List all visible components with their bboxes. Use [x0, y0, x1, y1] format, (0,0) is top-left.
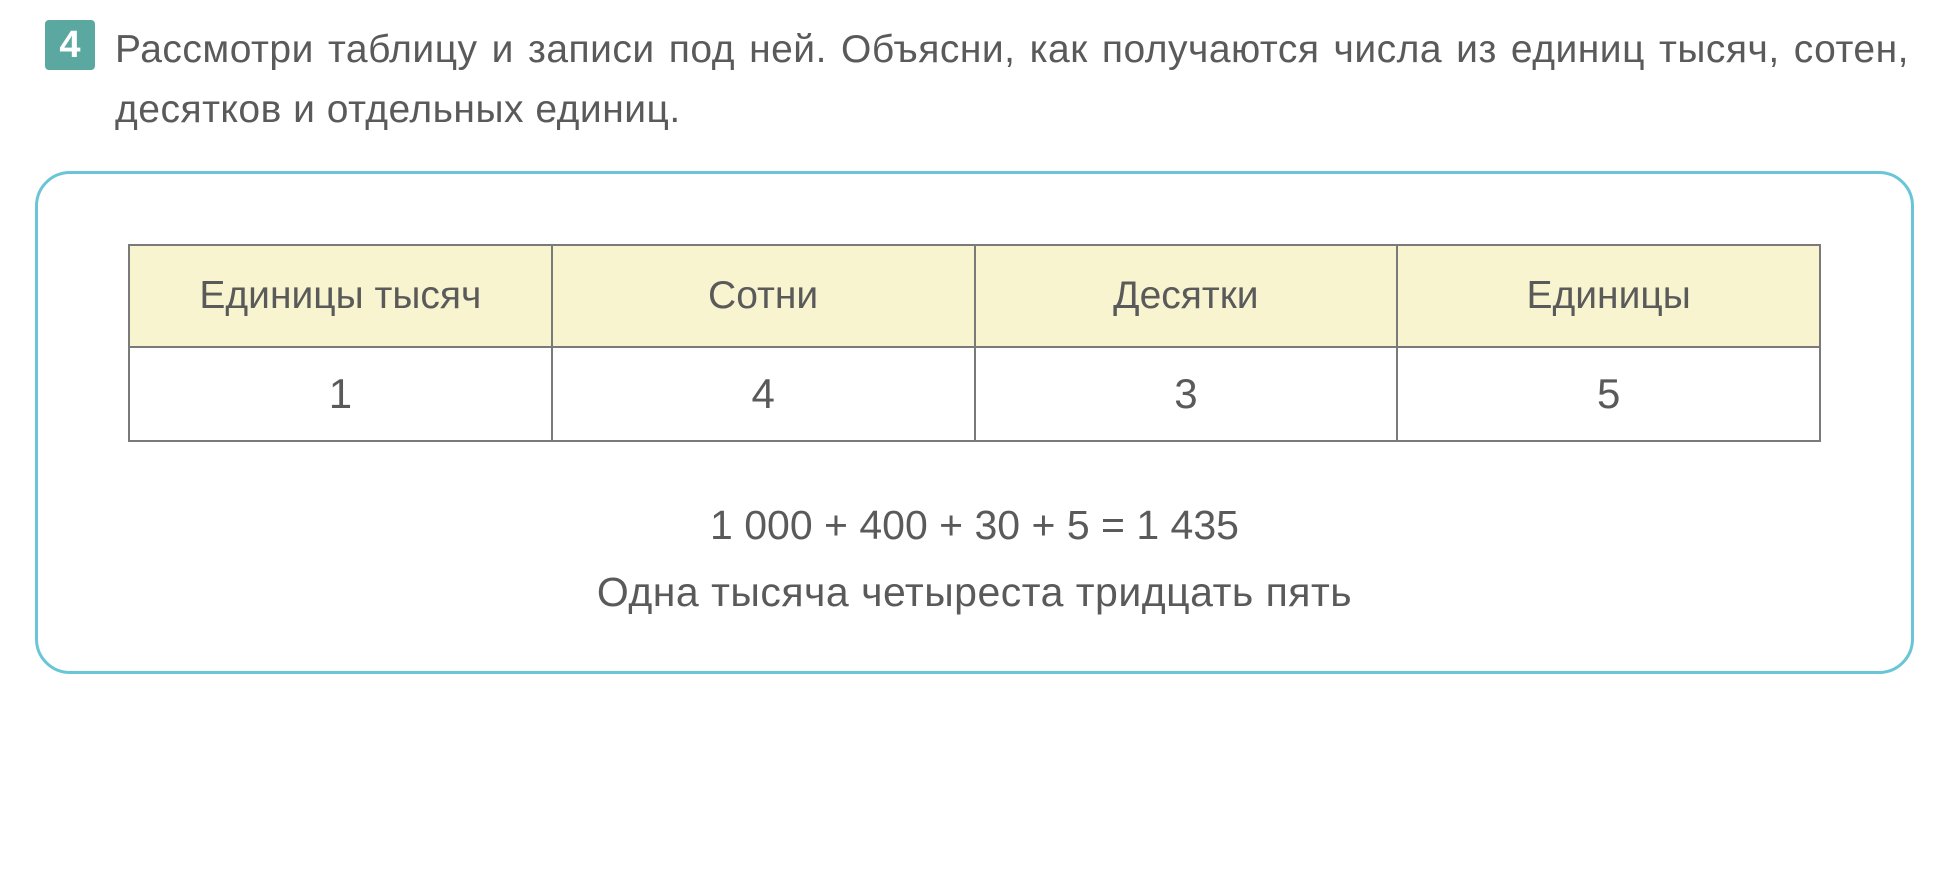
cell-tens: 3 [975, 347, 1398, 441]
cell-hundreds: 4 [552, 347, 975, 441]
decomposition-equation: 1 000 + 400 + 30 + 5 = 1 435 [128, 502, 1821, 549]
col-thousands: Единицы тысяч [129, 245, 552, 347]
content-box: Единицы тысяч Сотни Десятки Единицы 1 4 … [35, 171, 1914, 674]
place-value-table: Единицы тысяч Сотни Десятки Единицы 1 4 … [128, 244, 1821, 442]
task-prompt: Рассмотри таблицу и записи под ней. Объя… [115, 20, 1919, 141]
col-units: Единицы [1397, 245, 1820, 347]
col-tens: Десятки [975, 245, 1398, 347]
col-hundreds: Сотни [552, 245, 975, 347]
cell-thousands: 1 [129, 347, 552, 441]
task-header: 4 Рассмотри таблицу и записи под ней. Об… [30, 20, 1919, 141]
number-in-words: Одна тысяча четыреста тридцать пять [128, 569, 1821, 616]
table-row: 1 4 3 5 [129, 347, 1820, 441]
cell-units: 5 [1397, 347, 1820, 441]
table-header-row: Единицы тысяч Сотни Десятки Единицы [129, 245, 1820, 347]
task-number-badge: 4 [45, 20, 95, 70]
